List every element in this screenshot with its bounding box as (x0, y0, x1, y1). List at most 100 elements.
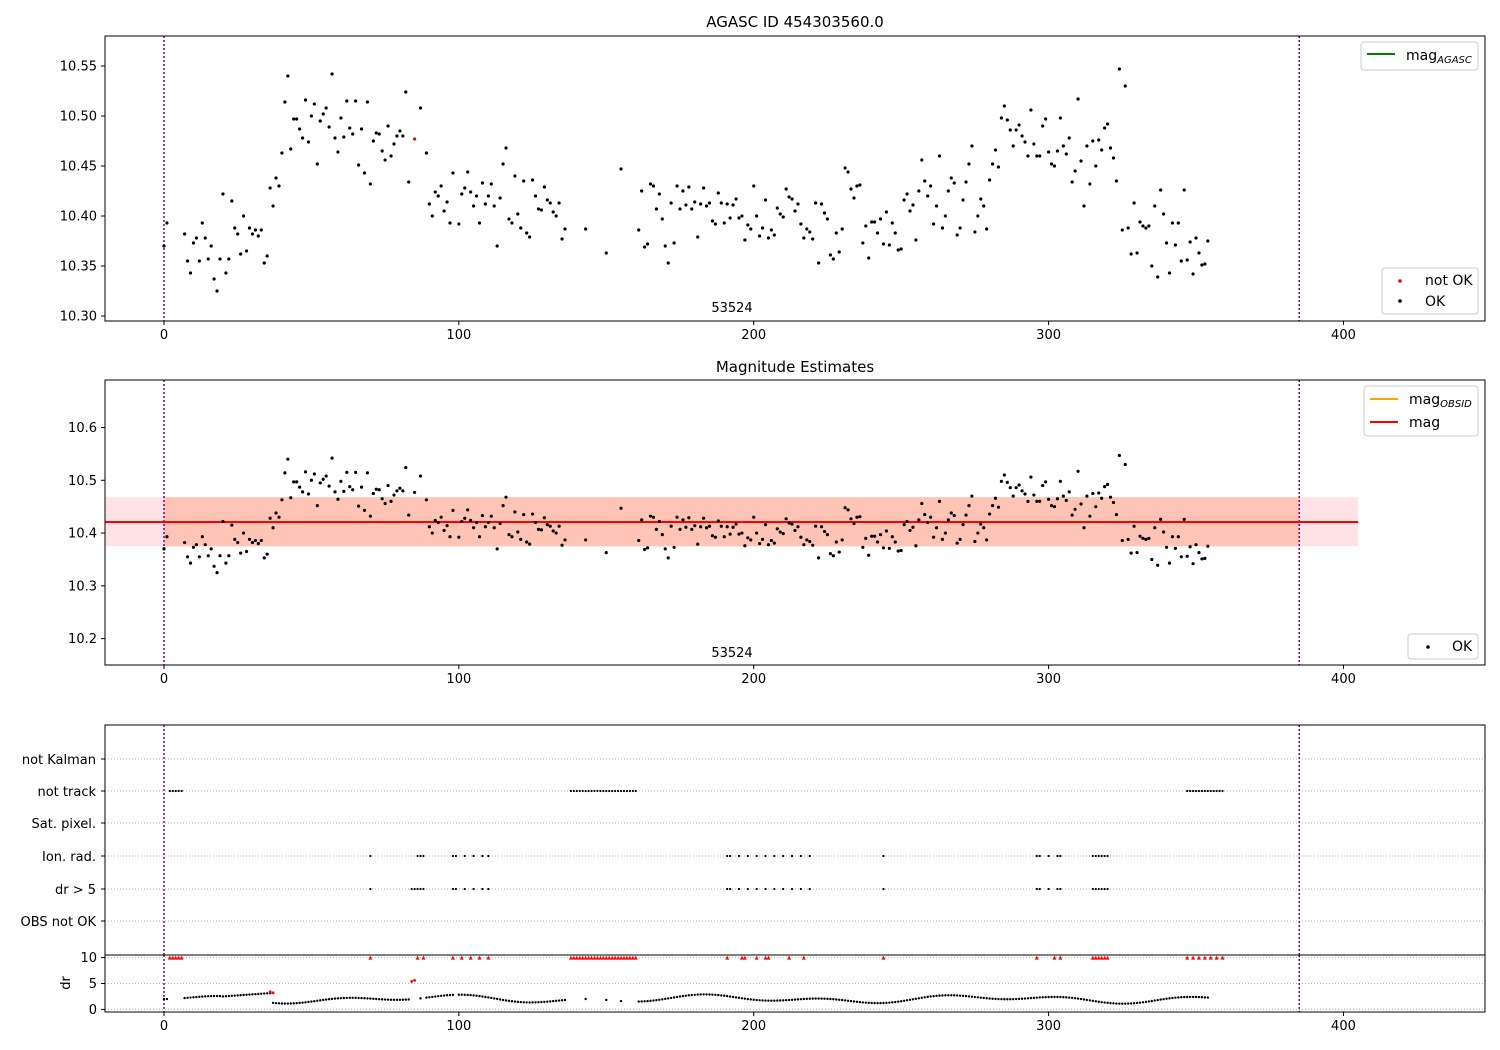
data-point (489, 182, 493, 186)
data-point (218, 554, 222, 558)
panel-2-legend-top: magOBSID mag (1363, 385, 1479, 437)
dr-point (286, 1002, 290, 1005)
dr-capped-marker (604, 955, 609, 960)
data-point (931, 222, 936, 226)
dr-point (233, 994, 236, 997)
data-point (840, 538, 844, 542)
data-point (1114, 512, 1119, 517)
data-point (1197, 251, 1201, 255)
data-point (351, 132, 355, 136)
data-point (1161, 212, 1166, 216)
data-point (799, 222, 803, 226)
dr-point (737, 996, 741, 1000)
data-point (920, 158, 924, 162)
dr-point (239, 994, 242, 997)
dr-point (752, 998, 755, 1001)
ytick-label: 10.5 (68, 474, 97, 489)
data-point (707, 201, 712, 205)
legend-mag-agasc: magAGASC (1406, 48, 1472, 66)
data-point (1153, 204, 1157, 208)
data-point (793, 209, 797, 213)
dr-point (1065, 996, 1068, 999)
data-point (766, 236, 771, 240)
dr-point (982, 996, 985, 1000)
data-point (1023, 492, 1027, 496)
data-point (713, 222, 717, 226)
dr-point (840, 998, 844, 1002)
data-point (359, 485, 364, 489)
dr-point (584, 997, 587, 1001)
data-point (542, 516, 546, 520)
dr-point (1000, 997, 1003, 1001)
data-point (498, 196, 502, 200)
data-point (277, 515, 281, 519)
dr-point (189, 996, 192, 999)
data-point (365, 100, 370, 104)
dr-point (1191, 995, 1195, 999)
dr-red-point (268, 990, 272, 994)
data-point (395, 134, 399, 138)
data-point (525, 540, 529, 544)
data-point (884, 529, 889, 533)
data-point (206, 257, 210, 261)
data-point (212, 564, 216, 568)
data-point (752, 515, 756, 519)
data-point (398, 129, 402, 133)
data-point (710, 534, 715, 538)
dr-capped-marker (589, 955, 594, 960)
data-point (327, 484, 331, 488)
data-point (271, 526, 275, 530)
data-point (937, 499, 942, 503)
dr-point (1029, 996, 1033, 1000)
data-point (1014, 486, 1018, 490)
dr-point (997, 997, 1000, 1001)
data-point (976, 214, 980, 218)
dr-point (528, 1001, 531, 1004)
data-point (383, 501, 387, 506)
data-point (1138, 220, 1142, 224)
flag-point (454, 887, 457, 891)
data-point (696, 235, 700, 239)
dr-point (493, 997, 496, 1000)
flag-point (614, 789, 617, 793)
data-point (1111, 156, 1116, 160)
data-point (221, 519, 225, 524)
dr-capped-marker (368, 955, 373, 960)
data-point (265, 552, 269, 556)
ytick-label: 10.40 (60, 210, 97, 225)
data-point (660, 217, 664, 221)
data-point (1147, 536, 1151, 540)
data-point (162, 244, 166, 248)
flags-panel: not Kalman not track Sat. pixel. Ion. rad. d… (21, 724, 1486, 956)
dr-point (265, 992, 269, 995)
data-point (982, 204, 986, 208)
flag-point (1047, 854, 1050, 858)
data-point (1182, 517, 1186, 521)
data-point (949, 511, 953, 515)
data-point (545, 198, 549, 202)
data-point (1026, 499, 1030, 503)
flag-point (481, 887, 484, 891)
dr-point (826, 997, 829, 1001)
data-point (666, 556, 670, 560)
dr-point (743, 997, 747, 1000)
data-point (584, 538, 588, 542)
dr-point (1003, 998, 1006, 1001)
dr-point (731, 995, 735, 999)
flag-point (569, 789, 572, 793)
data-point (492, 204, 496, 208)
data-point (389, 154, 393, 158)
dr-point (460, 993, 463, 996)
flag-point (1186, 789, 1189, 793)
dr-point (1147, 1000, 1151, 1003)
data-point (908, 528, 912, 533)
data-point (1082, 204, 1086, 208)
data-point (1103, 485, 1107, 489)
data-point (1035, 154, 1039, 158)
flag-point (575, 789, 578, 793)
data-point (778, 212, 782, 216)
data-point (1020, 489, 1024, 493)
data-point (345, 99, 349, 103)
data-point (197, 555, 201, 559)
data-point (430, 214, 434, 218)
